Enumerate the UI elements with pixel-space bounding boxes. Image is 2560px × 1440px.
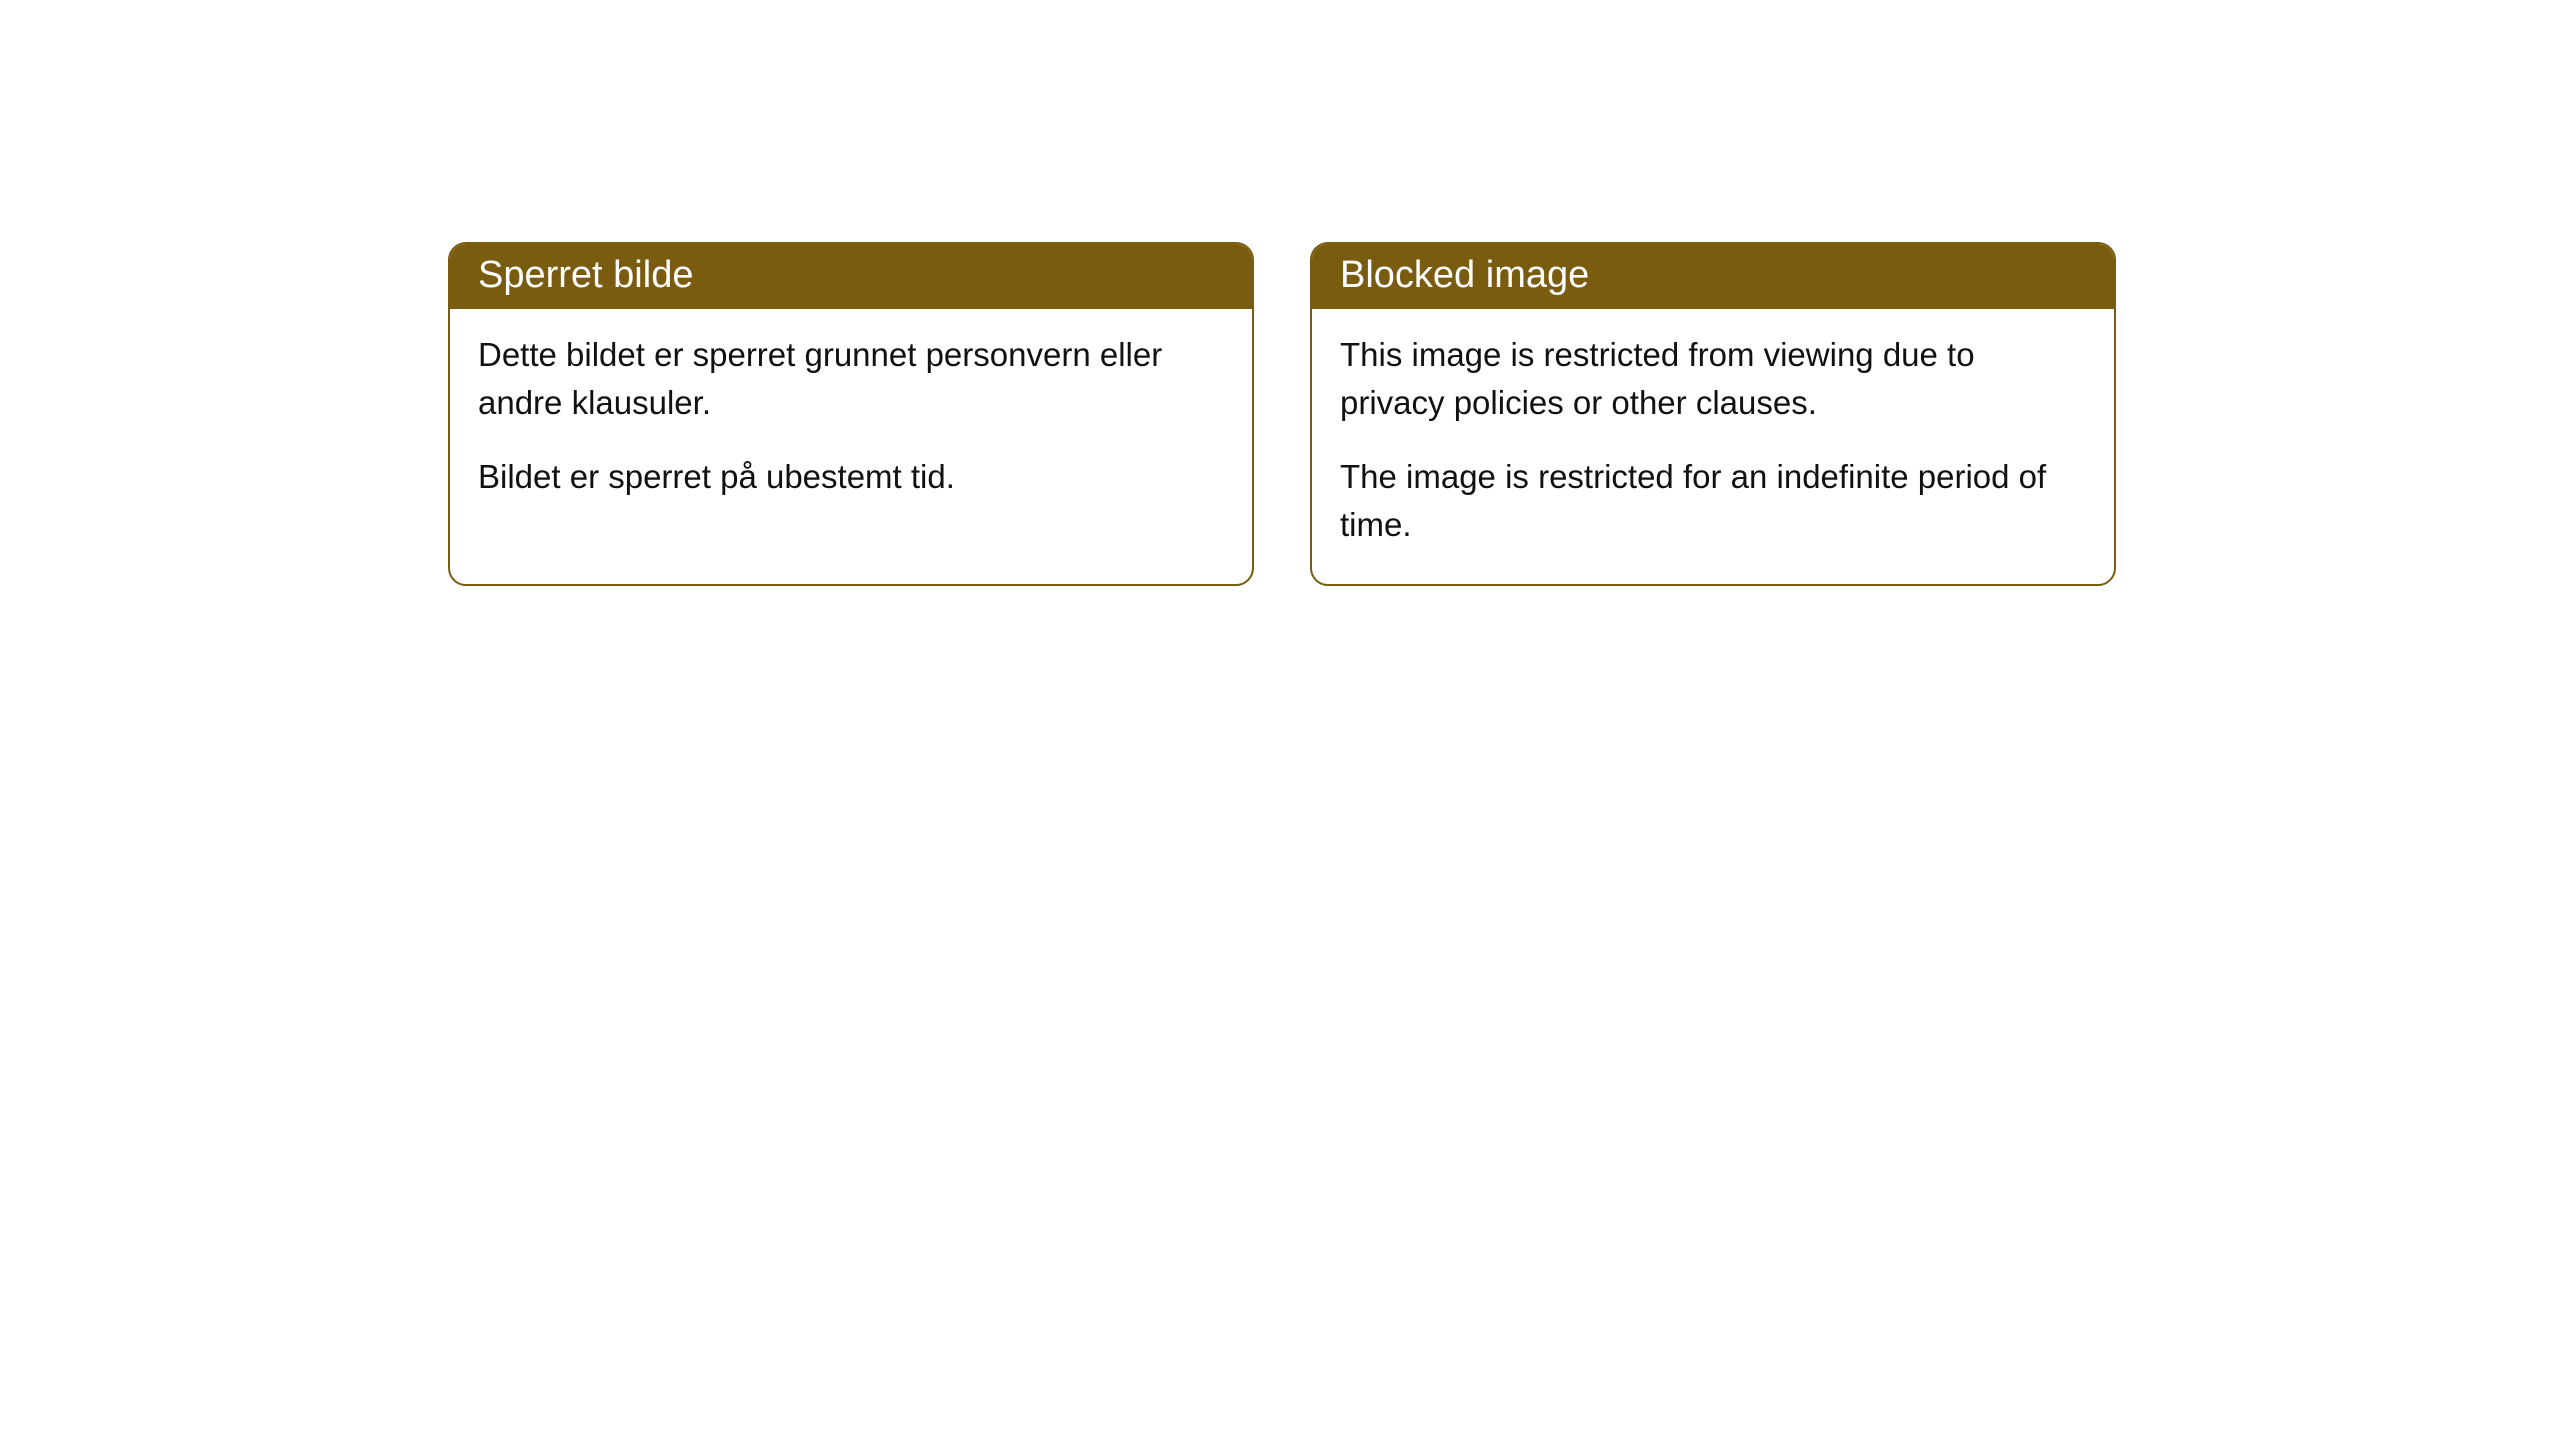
card-title: Sperret bilde — [478, 254, 693, 296]
blocked-image-card-english: Blocked image This image is restricted f… — [1310, 242, 2116, 586]
card-paragraph-2: Bildet er sperret på ubestemt tid. — [478, 453, 1224, 501]
card-paragraph-2: The image is restricted for an indefinit… — [1340, 453, 2086, 549]
card-paragraph-1: This image is restricted from viewing du… — [1340, 331, 2086, 427]
blocked-image-card-norwegian: Sperret bilde Dette bildet er sperret gr… — [448, 242, 1254, 586]
card-body-norwegian: Dette bildet er sperret grunnet personve… — [450, 309, 1252, 537]
card-header-norwegian: Sperret bilde — [450, 244, 1252, 309]
card-header-english: Blocked image — [1312, 244, 2114, 309]
card-title: Blocked image — [1340, 254, 1589, 296]
cards-container: Sperret bilde Dette bildet er sperret gr… — [448, 242, 2116, 586]
card-body-english: This image is restricted from viewing du… — [1312, 309, 2114, 584]
card-paragraph-1: Dette bildet er sperret grunnet personve… — [478, 331, 1224, 427]
